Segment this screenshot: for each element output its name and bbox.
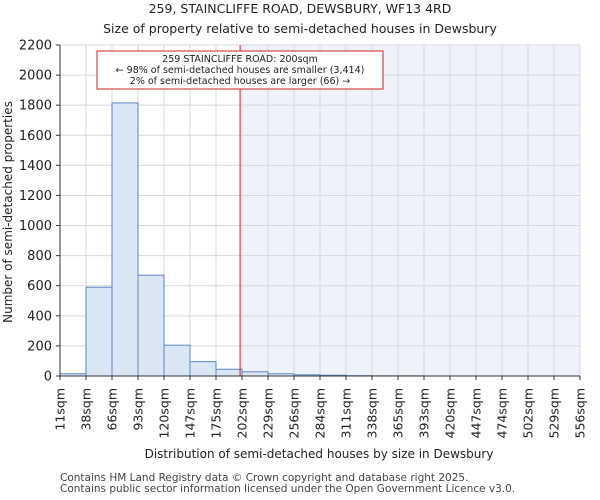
chart-title: 259, STAINCLIFFE ROAD, DEWSBURY, WF13 4R… [149,1,452,16]
x-tick-label: 66sqm [105,388,120,431]
x-axis-label: Distribution of semi-detached houses by … [145,447,494,461]
x-tick-label: 311sqm [339,388,354,438]
annotation-box [96,50,384,90]
x-tick-label: 38sqm [79,388,94,431]
x-tick-label: 338sqm [365,388,380,438]
x-tick-label: 175sqm [209,388,224,438]
histogram-bar [189,361,217,377]
histogram-bar [163,344,191,377]
histogram-bar [215,368,243,377]
y-tick-label: 1200 [19,189,52,204]
x-tick-label: 502sqm [521,388,536,438]
larger-region-shading [240,45,580,376]
footer-licence: Contains public sector information licen… [60,483,516,495]
plot-area: 0 200 400 600 800 1000 1200 1400 1600 1800 2000 220… [19,39,588,439]
y-tick-label: 1800 [19,99,52,114]
y-tick-label: 1600 [19,129,52,144]
y-tick-label: 1000 [19,219,52,234]
histogram-bar [85,286,113,377]
x-tick-label: 120sqm [157,388,172,438]
x-tick-label: 202sqm [235,388,250,438]
annotation-text-line: ← 98% of semi-detached houses are smalle… [116,65,365,76]
histogram-bar [111,102,139,377]
histogram-bar [241,371,269,377]
chart-subtitle: Size of property relative to semi-detach… [103,21,497,36]
y-axis-label: Number of semi-detached properties [1,101,15,323]
x-tick-label: 529sqm [547,388,562,438]
y-tick-label: 600 [27,279,52,294]
y-tick-label: 200 [27,339,52,354]
y-tick-label: 2000 [19,69,52,84]
annotation-text-line: 259 STAINCLIFFE ROAD: 200sqm [162,54,318,65]
x-tick-label: 256sqm [287,388,302,438]
y-tick-label: 2200 [19,39,52,54]
x-tick-label: 393sqm [417,388,432,438]
annotation-text-line: 2% of semi-detached houses are larger (6… [130,76,350,87]
y-tick-label: 400 [27,309,52,324]
x-tick-label: 11sqm [53,388,68,431]
x-tick-label: 474sqm [495,388,510,438]
x-tick-label: 365sqm [391,388,406,438]
x-tick-label: 284sqm [313,388,328,438]
x-tick-label: 93sqm [131,388,146,431]
x-tick-label: 147sqm [183,388,198,438]
footer-copyright: Contains HM Land Registry data © Crown c… [60,472,469,484]
histogram-bar [137,274,165,377]
y-tick-label: 0 [44,370,52,385]
x-tick-label: 447sqm [469,388,484,438]
y-tick-label: 800 [27,249,52,264]
x-tick-label: 556sqm [573,388,588,438]
x-tick-label: 229sqm [261,388,276,438]
y-tick-label: 1400 [19,159,52,174]
x-tick-label: 420sqm [443,388,458,438]
